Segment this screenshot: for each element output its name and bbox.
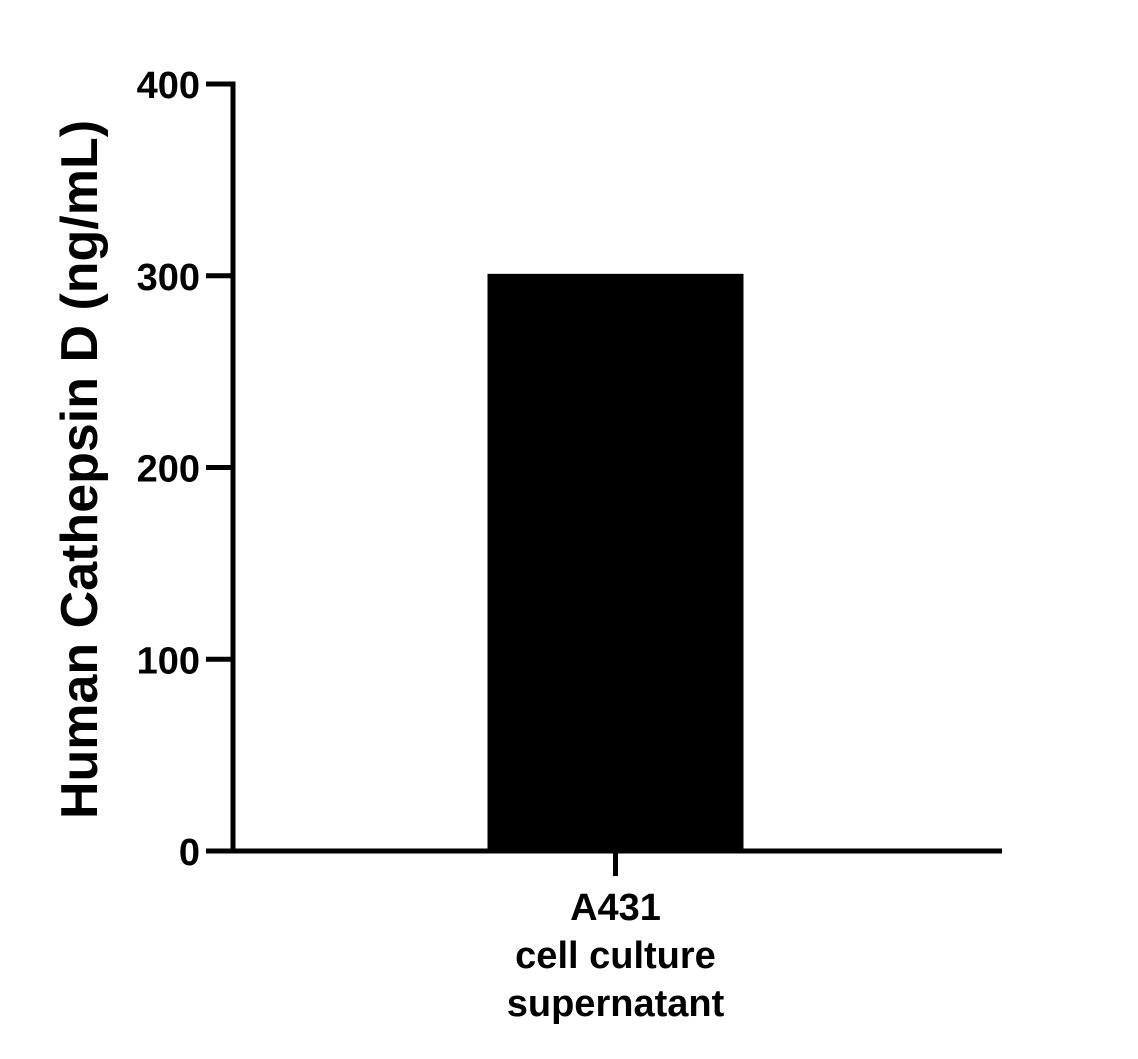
y-axis-ticks: 0 100 200 300 400 (137, 65, 233, 874)
y-tick-label: 200 (137, 449, 200, 491)
x-axis-ticks: A431 cell culture supernatant (507, 851, 725, 1025)
y-tick-label: 300 (137, 257, 200, 299)
bar (487, 273, 744, 851)
y-tick-label: 400 (137, 65, 200, 107)
x-tick-label-line: supernatant (507, 983, 725, 1025)
y-axis-title: Human Cathepsin D (ng/mL) (51, 120, 109, 819)
x-tick-label-line: A431 (570, 887, 661, 929)
x-tick-label-line: cell culture (515, 935, 716, 977)
bars (487, 273, 744, 851)
y-tick-label: 0 (179, 832, 200, 874)
x-tick-label: A431 cell culture supernatant (507, 887, 725, 1025)
y-tick-label: 100 (137, 640, 200, 682)
